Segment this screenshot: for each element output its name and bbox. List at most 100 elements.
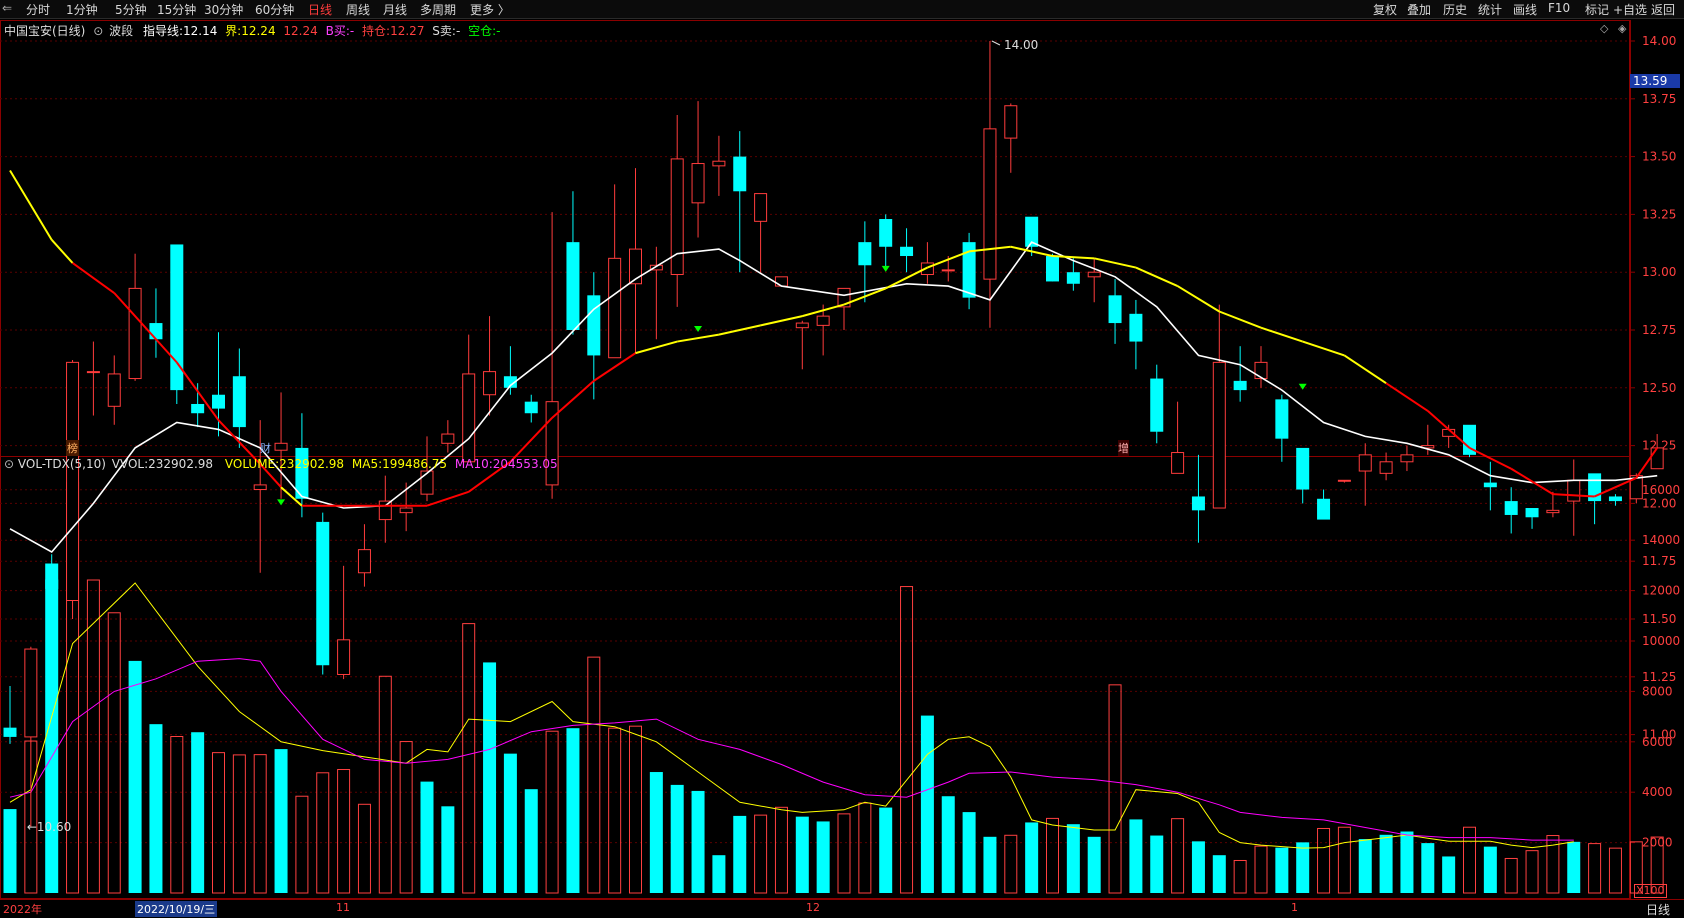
candle-body [66, 361, 80, 602]
signal-marker [881, 265, 890, 272]
back-arrow-icon[interactable]: ⇐ [2, 1, 13, 15]
volume-bar [1025, 822, 1039, 893]
period-tab-8[interactable]: 月线 [383, 3, 408, 17]
boundary-line [1469, 447, 1512, 470]
toolbar-button-5[interactable]: F10 [1548, 1, 1571, 15]
volume-ma-line [9, 658, 1574, 841]
volume-bar [1296, 842, 1310, 893]
boundary-line [280, 486, 303, 507]
volume-bar [483, 662, 497, 893]
volume-bar [357, 803, 371, 894]
candle-body [712, 160, 726, 167]
volume-tick-label: 2000 [1642, 836, 1673, 850]
volume-ma-line [9, 582, 1574, 849]
toolbar-button-0[interactable]: 复权 [1373, 3, 1398, 17]
volume-bar [754, 814, 768, 894]
period-tab-5[interactable]: 60分钟 [255, 3, 295, 17]
volume-bar [86, 579, 100, 894]
candle-body [337, 639, 351, 675]
boundary-line [1010, 245, 1053, 257]
volume-bar [608, 727, 622, 894]
settings-icon[interactable]: ◈ [1618, 22, 1627, 35]
candle-body [1087, 271, 1101, 278]
volume-tick-label: 4000 [1642, 785, 1673, 799]
toolbar-button-3[interactable]: 统计 [1478, 3, 1503, 17]
volume-bar [1588, 843, 1602, 894]
volume-bar [232, 754, 246, 894]
volume-bar [1254, 845, 1268, 894]
candle-body [629, 248, 642, 285]
event-marker-increase[interactable]: 增 [1118, 440, 1129, 456]
vol-toggle-icon[interactable]: ⊙ [4, 457, 15, 471]
month-label-nov: 11 [336, 901, 350, 914]
volume-bar [212, 752, 225, 894]
hold-value: 12.27 [390, 24, 425, 38]
toolbar-button-4[interactable]: 画线 [1513, 3, 1538, 17]
period-label[interactable]: 日线 [1646, 903, 1671, 917]
candle-body [1025, 216, 1039, 247]
candle-body [191, 403, 205, 414]
volume-bar [858, 802, 872, 894]
volume-bar [1317, 827, 1331, 894]
empty-label: 空仓: [468, 24, 497, 38]
boundary-line [1218, 310, 1262, 329]
signal-marker [694, 326, 703, 332]
indicator-name[interactable]: 波段 [109, 24, 134, 38]
boundary-line [802, 303, 845, 318]
period-tab-10[interactable]: 更多 〉 [470, 3, 510, 17]
period-tab-3[interactable]: 15分钟 [157, 3, 197, 17]
volume-bar [920, 715, 934, 893]
candle-body [774, 276, 788, 287]
volume-bar [795, 816, 809, 893]
toolbar-button-2[interactable]: 历史 [1443, 3, 1468, 17]
period-tab-4[interactable]: 30分钟 [204, 3, 244, 17]
volume-bar [566, 728, 580, 893]
diamond-icon[interactable]: ◇ [1600, 22, 1609, 35]
volume-bar [1066, 824, 1080, 893]
candle-body [1171, 452, 1185, 474]
period-tab-0[interactable]: 分时 [26, 3, 51, 17]
volume-bar [1150, 835, 1164, 893]
volume-bar [1463, 826, 1476, 894]
period-tab-7[interactable]: 周线 [346, 3, 371, 17]
jie-label: 界: [225, 24, 242, 38]
period-tab-9[interactable]: 多周期 [420, 3, 457, 17]
period-tab-1[interactable]: 1分钟 [66, 3, 98, 17]
toolbar-button-1[interactable]: 叠加 [1407, 3, 1432, 17]
price-tick-label: 13.25 [1642, 207, 1676, 221]
volume-bar [587, 656, 601, 894]
candle-body [608, 257, 622, 359]
boundary-line [593, 352, 637, 382]
sell-value: - [455, 24, 461, 38]
volume-bar [1358, 839, 1372, 893]
period-tab-6[interactable]: 日线 [308, 3, 333, 17]
ma5-label: MA5: [351, 457, 383, 471]
volume-value: 232902.98 [279, 457, 345, 471]
toolbar-button-6[interactable]: 标记 [1585, 3, 1610, 17]
event-marker-rank[interactable]: 榜 [66, 440, 79, 456]
volume-bar [1650, 836, 1664, 894]
candle-body [1150, 378, 1164, 432]
volume-bar [503, 753, 517, 893]
boundary-line [551, 380, 595, 419]
volume-bar [1233, 859, 1247, 894]
toolbar-button-8[interactable]: 返回 [1651, 3, 1676, 17]
vol-indicator-name[interactable]: VOL-TDX(5,10) [17, 457, 106, 471]
boundary-line [217, 419, 261, 465]
candle-body [1275, 399, 1289, 439]
boundary-line [1052, 255, 1095, 260]
candle-body [1191, 496, 1205, 511]
price-tick-label: 13.75 [1642, 92, 1676, 106]
candle-body [212, 394, 225, 409]
period-tab-2[interactable]: 5分钟 [115, 3, 147, 17]
price-tick-label: 11.50 [1642, 612, 1676, 626]
candle-body [24, 648, 38, 738]
toggle-icon[interactable]: ⊙ [93, 24, 104, 38]
high-price-label: 14.00 [1004, 38, 1038, 52]
toolbar-button-7[interactable]: +自选 [1613, 3, 1648, 17]
boundary-line [1552, 493, 1595, 498]
volume-bar [45, 579, 59, 893]
volume-bar [691, 790, 705, 893]
event-marker-finance[interactable]: 财 [260, 442, 271, 455]
volume-bar [1171, 818, 1185, 894]
